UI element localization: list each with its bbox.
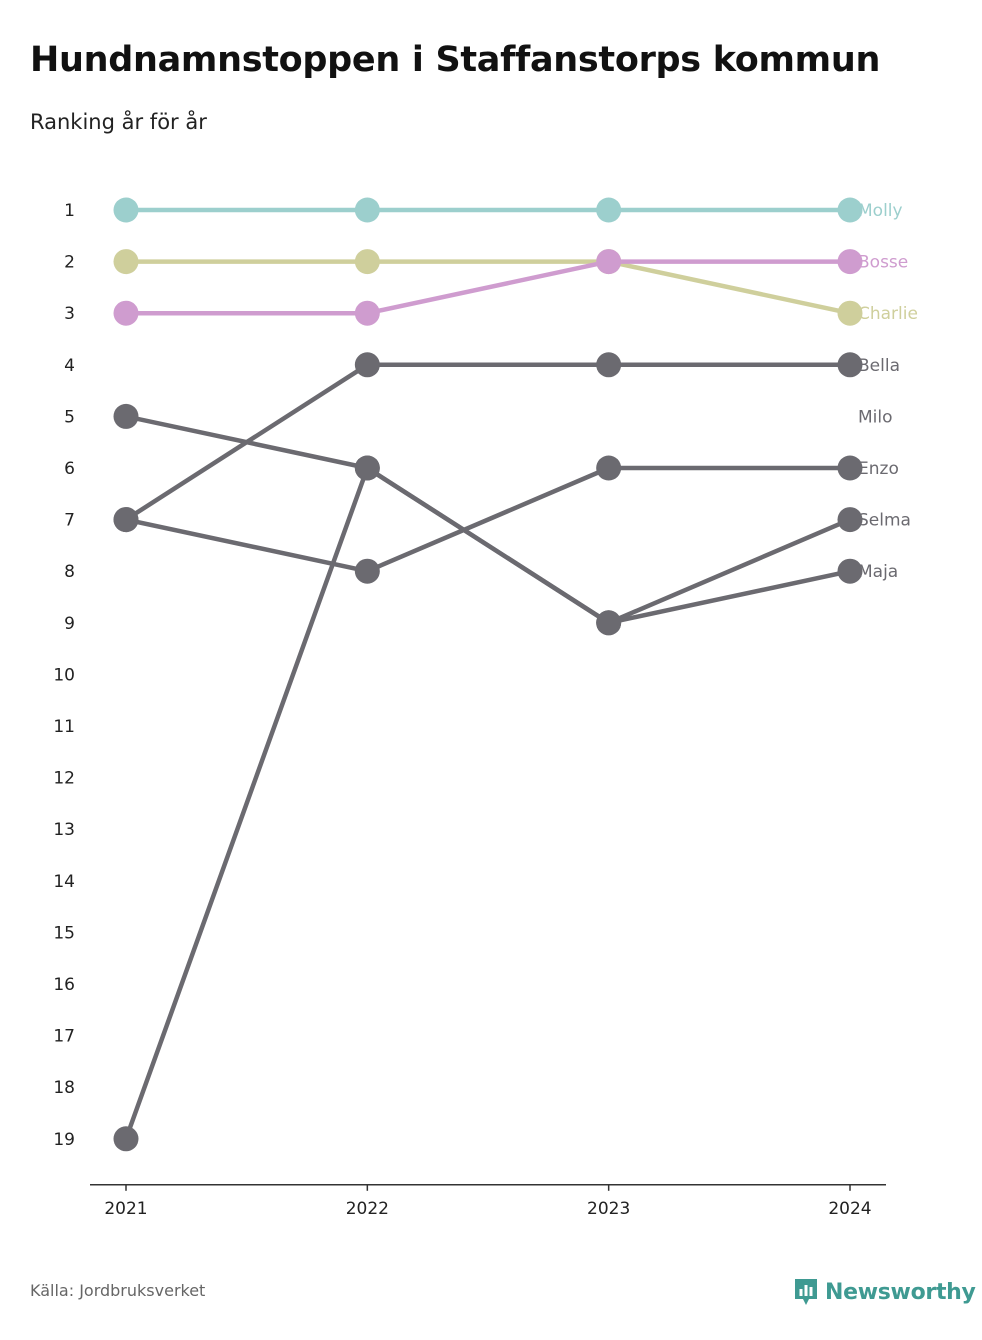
x-tick-label: 2023	[587, 1199, 630, 1219]
y-tick-label: 14	[53, 872, 75, 892]
data-point-charlie[interactable]	[354, 249, 380, 275]
y-tick-label: 16	[53, 975, 75, 995]
chart-title: Hundnamnstoppen i Staffanstorps kommun	[30, 40, 881, 80]
series-labels: Molly Charlie Bosse Bella Milo Enzo Selma Maja	[858, 201, 918, 582]
y-tick-label: 2	[64, 253, 75, 273]
series-lines	[123, 207, 853, 1142]
y-tick-label: 8	[64, 562, 75, 582]
data-point-enzo[interactable]	[354, 558, 380, 584]
x-tick-label: 2024	[828, 1199, 871, 1219]
data-point-enzo[interactable]	[113, 507, 139, 533]
y-tick-label: 1	[64, 201, 75, 221]
data-point-bella[interactable]	[837, 352, 863, 378]
y-tick-label: 13	[53, 820, 75, 840]
series-label-enzo: Enzo	[858, 459, 899, 479]
brand-logo[interactable]: Newsworthy	[793, 1277, 976, 1307]
data-point-molly[interactable]	[354, 197, 380, 223]
source-note: Källa: Jordbruksverket	[30, 1281, 206, 1300]
series-line-bella[interactable]	[123, 362, 853, 522]
y-tick-label: 15	[53, 923, 75, 943]
data-point-enzo[interactable]	[596, 455, 622, 481]
data-point-maja[interactable]	[837, 558, 863, 584]
x-tick-label: 2022	[346, 1199, 389, 1219]
data-point-bella[interactable]	[354, 352, 380, 378]
y-tick-label: 11	[53, 717, 75, 737]
y-tick-label: 17	[53, 1027, 75, 1047]
y-tick-label: 7	[64, 511, 75, 531]
data-point-enzo[interactable]	[837, 455, 863, 481]
series-label-maja: Maja	[858, 562, 898, 582]
brand-name: Newsworthy	[825, 1279, 976, 1305]
series-label-milo: Milo	[858, 407, 893, 427]
series-line-maja[interactable]	[123, 465, 853, 1142]
data-point-maja[interactable]	[596, 610, 622, 636]
series-label-charlie: Charlie	[858, 304, 918, 324]
y-tick-label: 12	[53, 769, 75, 789]
data-point-molly[interactable]	[837, 197, 863, 223]
y-tick-label: 18	[53, 1078, 75, 1098]
series-label-bella: Bella	[858, 356, 900, 376]
data-point-bosse[interactable]	[113, 300, 139, 326]
data-point-maja[interactable]	[354, 455, 380, 481]
data-point-bella[interactable]	[596, 352, 622, 378]
data-point-charlie[interactable]	[113, 249, 139, 275]
data-point-selma[interactable]	[113, 403, 139, 429]
data-point-charlie[interactable]	[837, 300, 863, 326]
series-line-charlie[interactable]	[123, 259, 853, 316]
data-point-molly[interactable]	[596, 197, 622, 223]
data-point-molly[interactable]	[113, 197, 139, 223]
chart-subtitle: Ranking år för år	[30, 110, 207, 134]
y-tick-label: 4	[64, 356, 75, 376]
y-tick-label: 19	[53, 1130, 75, 1150]
y-tick-label: 9	[64, 614, 75, 634]
y-tick-label: 5	[64, 407, 75, 427]
series-line-enzo[interactable]	[123, 465, 853, 574]
x-tick-label: 2021	[104, 1199, 147, 1219]
series-label-molly: Molly	[858, 201, 903, 221]
data-point-bosse[interactable]	[354, 300, 380, 326]
data-point-selma[interactable]	[837, 507, 863, 533]
data-point-maja[interactable]	[113, 1126, 139, 1152]
series-line-bosse[interactable]	[123, 259, 853, 316]
y-tick-label: 10	[53, 665, 75, 685]
newsworthy-logo-icon	[795, 1279, 817, 1305]
data-point-bosse[interactable]	[837, 249, 863, 275]
data-point-bosse[interactable]	[596, 249, 622, 275]
x-axis: 2021 2022 2023 2024	[90, 1184, 886, 1219]
series-points	[113, 197, 863, 1152]
y-tick-label: 3	[64, 304, 75, 324]
y-tick-label: 6	[64, 459, 75, 479]
series-label-bosse: Bosse	[858, 253, 908, 273]
series-label-selma: Selma	[858, 511, 911, 531]
